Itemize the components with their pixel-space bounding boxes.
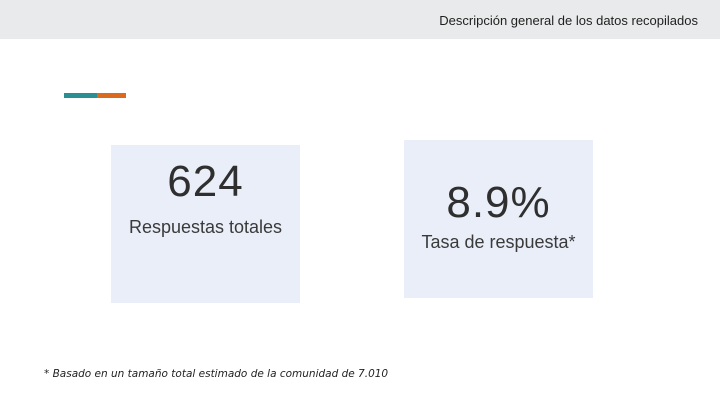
stat-card-total-responses: 624 Respuestas totales (111, 145, 300, 303)
footnote: * Basado en un tamaño total estimado de … (44, 368, 389, 380)
stat-value: 624 (167, 157, 244, 206)
stat-label: Tasa de respuesta* (421, 232, 576, 252)
page-title: Descripción general de los datos recopil… (439, 13, 698, 28)
stat-value: 8.9% (446, 178, 551, 227)
accent-bar-orange (97, 93, 126, 98)
stat-label: Respuestas totales (128, 217, 283, 237)
stat-card-response-rate: 8.9% Tasa de respuesta* (404, 140, 593, 298)
accent-bar-teal (64, 93, 97, 98)
header-band (0, 0, 720, 39)
